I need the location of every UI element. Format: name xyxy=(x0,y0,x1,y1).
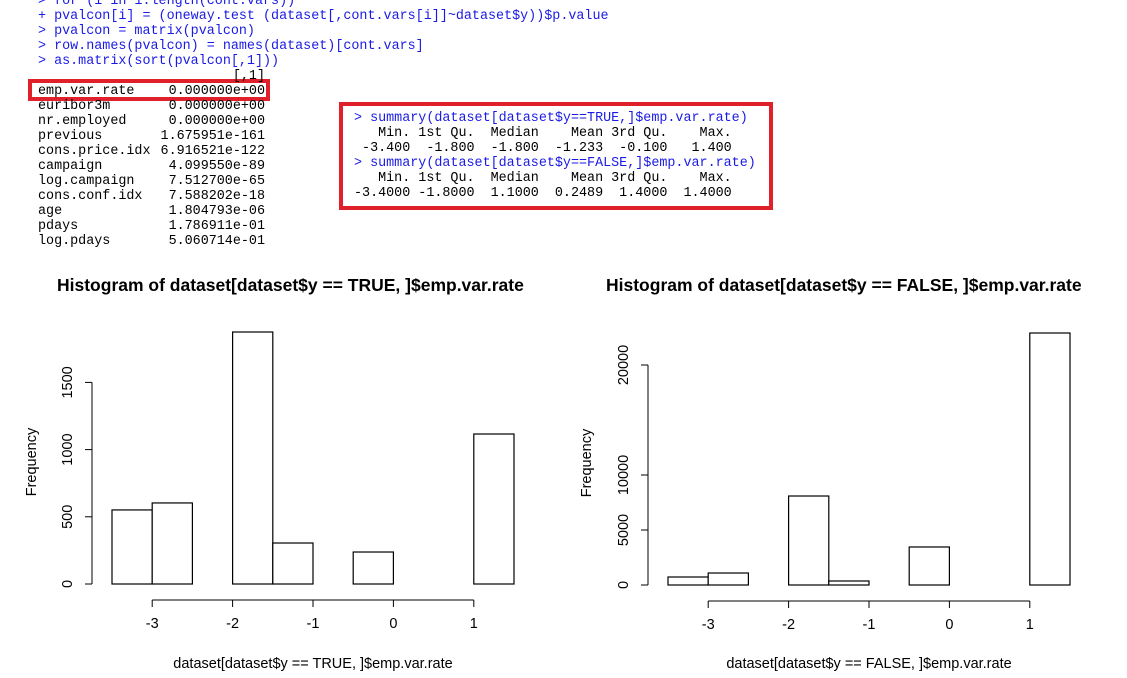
y-tick-label: 0 xyxy=(60,580,76,588)
x-tick-label: -1 xyxy=(307,616,320,632)
row-value: 5.060714e-01 xyxy=(169,234,265,249)
y-tick-label: 1500 xyxy=(60,366,76,398)
y-tick-label: 500 xyxy=(60,505,76,529)
bar xyxy=(667,576,709,586)
bar xyxy=(787,495,830,586)
x-tick-label: -3 xyxy=(146,616,159,632)
row-name: nr.employed xyxy=(38,114,126,129)
row-value: 1.786911e-01 xyxy=(169,219,265,234)
row-value: 0.000000e+00 xyxy=(169,114,265,129)
y-tick-label: 0 xyxy=(616,581,632,589)
console-command: + pvalcon[i] = (oneway.test (dataset[,co… xyxy=(38,9,609,24)
bar xyxy=(828,580,870,586)
console-command: > as.matrix(sort(pvalcon[,1])) xyxy=(38,54,279,69)
bar xyxy=(272,542,314,585)
x-tick-label: 0 xyxy=(389,616,397,632)
bar xyxy=(473,433,515,585)
x-tick-label: -2 xyxy=(782,617,795,633)
row-name: age xyxy=(38,204,62,219)
summary-header: Min. 1st Qu. Median Mean 3rd Qu. Max. xyxy=(354,126,740,141)
summary-command: > summary(dataset[dataset$y==TRUE,]$emp.… xyxy=(354,111,748,126)
console-command: > row.names(pvalcon) = names(dataset)[co… xyxy=(38,39,424,54)
y-tick-label: 5000 xyxy=(616,514,632,546)
bar xyxy=(908,546,951,586)
chart-title: Histogram of dataset[dataset$y == FALSE,… xyxy=(606,275,1082,295)
highlight-box xyxy=(339,102,773,210)
bar xyxy=(352,551,395,585)
row-name: log.pdays xyxy=(38,234,110,249)
x-axis-label: dataset[dataset$y == FALSE, ]$emp.var.ra… xyxy=(726,656,1011,672)
y-tick-label: 10000 xyxy=(616,455,632,495)
summary-values: -3.4000 -1.8000 1.1000 0.2489 1.4000 1.4… xyxy=(354,186,740,201)
row-value: 0.000000e+00 xyxy=(169,84,265,99)
x-tick-label: -1 xyxy=(863,617,876,633)
summary-header: Min. 1st Qu. Median Mean 3rd Qu. Max. xyxy=(354,171,740,186)
x-tick-label: 1 xyxy=(470,616,478,632)
row-value: 1.804793e-06 xyxy=(169,204,265,219)
summary-values: -3.400 -1.800 -1.800 -1.233 -0.100 1.400 xyxy=(354,141,740,156)
column-header: [,1] xyxy=(233,69,265,84)
row-name: cons.price.idx xyxy=(38,144,151,159)
row-name: emp.var.rate xyxy=(38,84,134,99)
bar xyxy=(151,502,193,585)
highlight-box xyxy=(28,79,270,101)
y-axis-label: Frequency xyxy=(579,428,595,497)
row-value: 7.512700e-65 xyxy=(169,174,265,189)
row-name: previous xyxy=(38,129,102,144)
x-tick-label: -3 xyxy=(702,617,715,633)
chart-title: Histogram of dataset[dataset$y == TRUE, … xyxy=(57,275,524,295)
row-value: 0.000000e+00 xyxy=(169,99,265,114)
row-value: 6.916521e-122 xyxy=(161,144,265,159)
console-command: > for (i in 1:length(cont.vars)) xyxy=(38,0,295,9)
bar xyxy=(1029,332,1071,586)
row-name: euribor3m xyxy=(38,99,110,114)
row-value: 1.675951e-161 xyxy=(161,129,265,144)
row-name: cons.conf.idx xyxy=(38,189,142,204)
x-tick-label: 0 xyxy=(945,617,953,633)
x-axis-label: dataset[dataset$y == TRUE, ]$emp.var.rat… xyxy=(173,656,452,672)
x-tick-label: -2 xyxy=(226,616,239,632)
bar xyxy=(111,509,153,585)
y-tick-label: 1000 xyxy=(60,433,76,465)
row-value: 4.099550e-89 xyxy=(169,159,265,174)
bar xyxy=(232,331,274,585)
row-name: log.campaign xyxy=(38,174,134,189)
row-name: campaign xyxy=(38,159,102,174)
bar xyxy=(707,572,750,586)
console-command: > pvalcon = matrix(pvalcon) xyxy=(38,24,255,39)
summary-command: > summary(dataset[dataset$y==FALSE,]$emp… xyxy=(354,156,756,171)
y-axis-label: Frequency xyxy=(24,427,40,496)
x-tick-label: 1 xyxy=(1026,617,1034,633)
row-value: 7.588202e-18 xyxy=(169,189,265,204)
y-tick-label: 20000 xyxy=(616,345,632,385)
row-name: pdays xyxy=(38,219,78,234)
